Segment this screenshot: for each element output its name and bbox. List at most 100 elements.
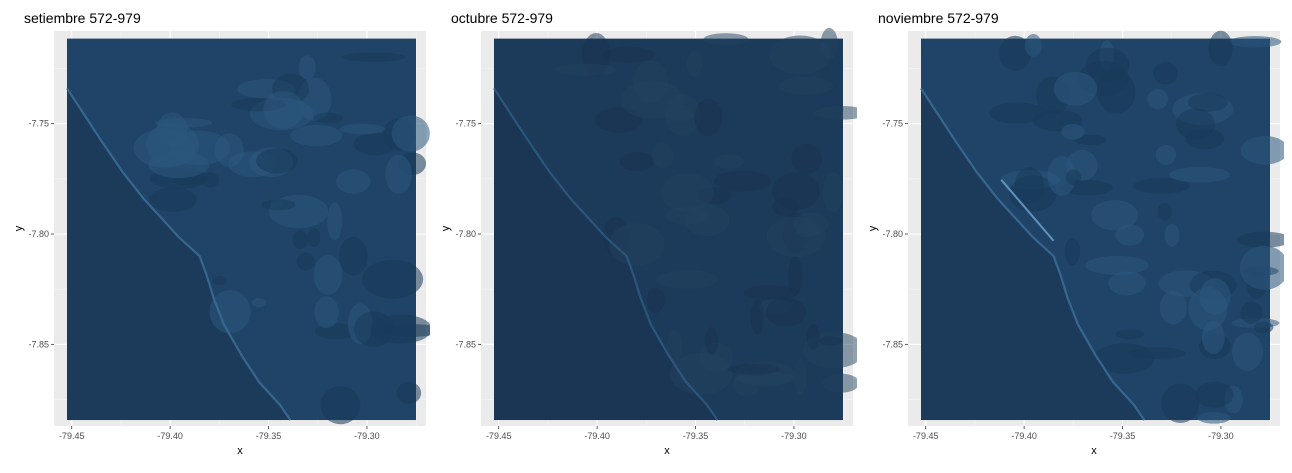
terrain-patch: [314, 296, 339, 329]
terrain-patch: [1115, 329, 1145, 340]
terrain-patch: [1169, 167, 1231, 183]
terrain-patch: [1240, 301, 1263, 324]
satellite-raster: [493, 27, 868, 421]
x-tick-label: -79.30: [1208, 431, 1234, 441]
terrain-patch: [822, 373, 860, 393]
y-axis-title: y: [867, 225, 879, 231]
x-tick-label: -79.40: [584, 431, 610, 441]
terrain-patch: [778, 76, 834, 96]
terrain-patch: [684, 204, 730, 237]
terrain-patch: [1187, 93, 1228, 112]
raster-plot: -79.45 -79.40 -79.35 -79.30 -7.75 -7.80 -7.85 x…: [13, 31, 442, 457]
y-axis-title: y: [440, 225, 452, 231]
terrain-patch: [666, 329, 683, 363]
coastline: [493, 87, 719, 421]
terrain-patch: [694, 98, 723, 137]
x-axis-title: x: [237, 445, 243, 457]
terrain-patch: [619, 152, 655, 172]
terrain-patch: [1061, 123, 1085, 140]
terrain-patch: [313, 112, 344, 124]
y-axis-title: y: [13, 225, 25, 231]
terrain-patch: [1074, 134, 1107, 146]
map-panel-noviembre: noviembre 572-979 -79.45 -79.40 -79.35 -79.…: [854, 0, 1292, 468]
terrain-patch: [646, 287, 665, 313]
terrain-patch: [1014, 167, 1045, 204]
terrain-patch: [656, 270, 718, 289]
terrain-patch: [727, 363, 780, 375]
x-axis-title: x: [664, 445, 670, 457]
terrain-patch: [814, 106, 868, 120]
terrain-patch: [263, 90, 304, 129]
y-tick-label: -7.80: [455, 229, 476, 239]
terrain-patch: [256, 148, 298, 174]
terrain-patch: [743, 285, 799, 300]
x-tick-label: -79.40: [157, 431, 183, 441]
terrain-patch: [1208, 30, 1233, 67]
x-tick-label: -79.30: [354, 431, 380, 441]
terrain-patch: [391, 115, 430, 152]
terrain-patch: [1091, 199, 1139, 231]
estuary-highlight: [1000, 179, 1055, 242]
terrain-patch: [1176, 108, 1215, 140]
terrain-patch: [1195, 381, 1234, 408]
terrain-patch: [999, 35, 1032, 71]
terrain-patch: [261, 199, 296, 211]
terrain-patch: [670, 352, 733, 395]
terrain-patch: [313, 255, 343, 295]
terrain-patch: [292, 230, 309, 250]
terrain-patch: [1199, 278, 1231, 315]
terrain-patch: [1147, 89, 1169, 110]
terrain-patch: [1157, 202, 1172, 221]
terrain-patch: [1085, 255, 1149, 275]
y-tick-label: -7.75: [882, 119, 903, 129]
terrain-patch: [1231, 332, 1263, 371]
terrain-patch: [1240, 135, 1289, 165]
terrain-patch: [703, 33, 749, 46]
terrain-patch: [1053, 71, 1098, 106]
terrain-patch: [1236, 231, 1292, 248]
terrain-patch: [1164, 223, 1180, 247]
x-tick-label: -79.35: [1110, 431, 1136, 441]
terrain-patch: [339, 123, 385, 135]
terrain-patch: [1153, 61, 1178, 85]
y-tick-label: -7.75: [28, 119, 49, 129]
terrain-patch: [1128, 347, 1186, 360]
x-tick-label: -79.35: [256, 431, 282, 441]
panel-title: octubre 572-979: [451, 10, 553, 26]
terrain-patch: [1064, 238, 1081, 266]
panel-title: noviembre 572-979: [878, 10, 999, 26]
terrain-patch: [765, 298, 807, 327]
terrain-patch: [686, 51, 703, 77]
terrain-patch: [1115, 224, 1145, 246]
map-panel-octubre: octubre 572-979 -79.45 -79.40 -79.35 -79.30…: [427, 0, 868, 468]
terrain-patch: [714, 154, 744, 169]
terrain-patch: [793, 359, 807, 396]
terrain-patch: [296, 252, 315, 271]
terrain-patch: [385, 154, 412, 194]
satellite-raster: [920, 30, 1292, 424]
terrain-patch: [791, 143, 822, 174]
terrain-patch: [1155, 144, 1177, 165]
terrain-patch: [1161, 383, 1200, 423]
terrain-patch: [554, 63, 617, 76]
coastline: [66, 87, 292, 421]
y-tick-label: -7.80: [28, 229, 49, 239]
terrain-patch: [609, 223, 665, 266]
terrain-patch: [1108, 271, 1146, 296]
terrain-patch: [602, 46, 655, 63]
coastline: [920, 87, 1146, 421]
terrain-patch: [155, 117, 213, 128]
terrain-patch: [1239, 245, 1289, 290]
terrain-patch: [396, 381, 422, 404]
terrain-patch: [1047, 156, 1077, 196]
terrain-patch: [769, 35, 831, 75]
terrain-patch: [201, 172, 219, 188]
terrain-patch: [251, 298, 267, 308]
terrain-patch: [668, 109, 694, 122]
terrain-patch: [806, 324, 820, 350]
terrain-patch: [212, 275, 227, 286]
raster-plot: -79.45 -79.40 -79.35 -79.30 -7.75 -7.80 -7.85 x…: [867, 30, 1292, 457]
terrain-patch: [660, 173, 714, 212]
terrain-patch: [1253, 321, 1274, 334]
terrain-patch: [339, 236, 368, 276]
